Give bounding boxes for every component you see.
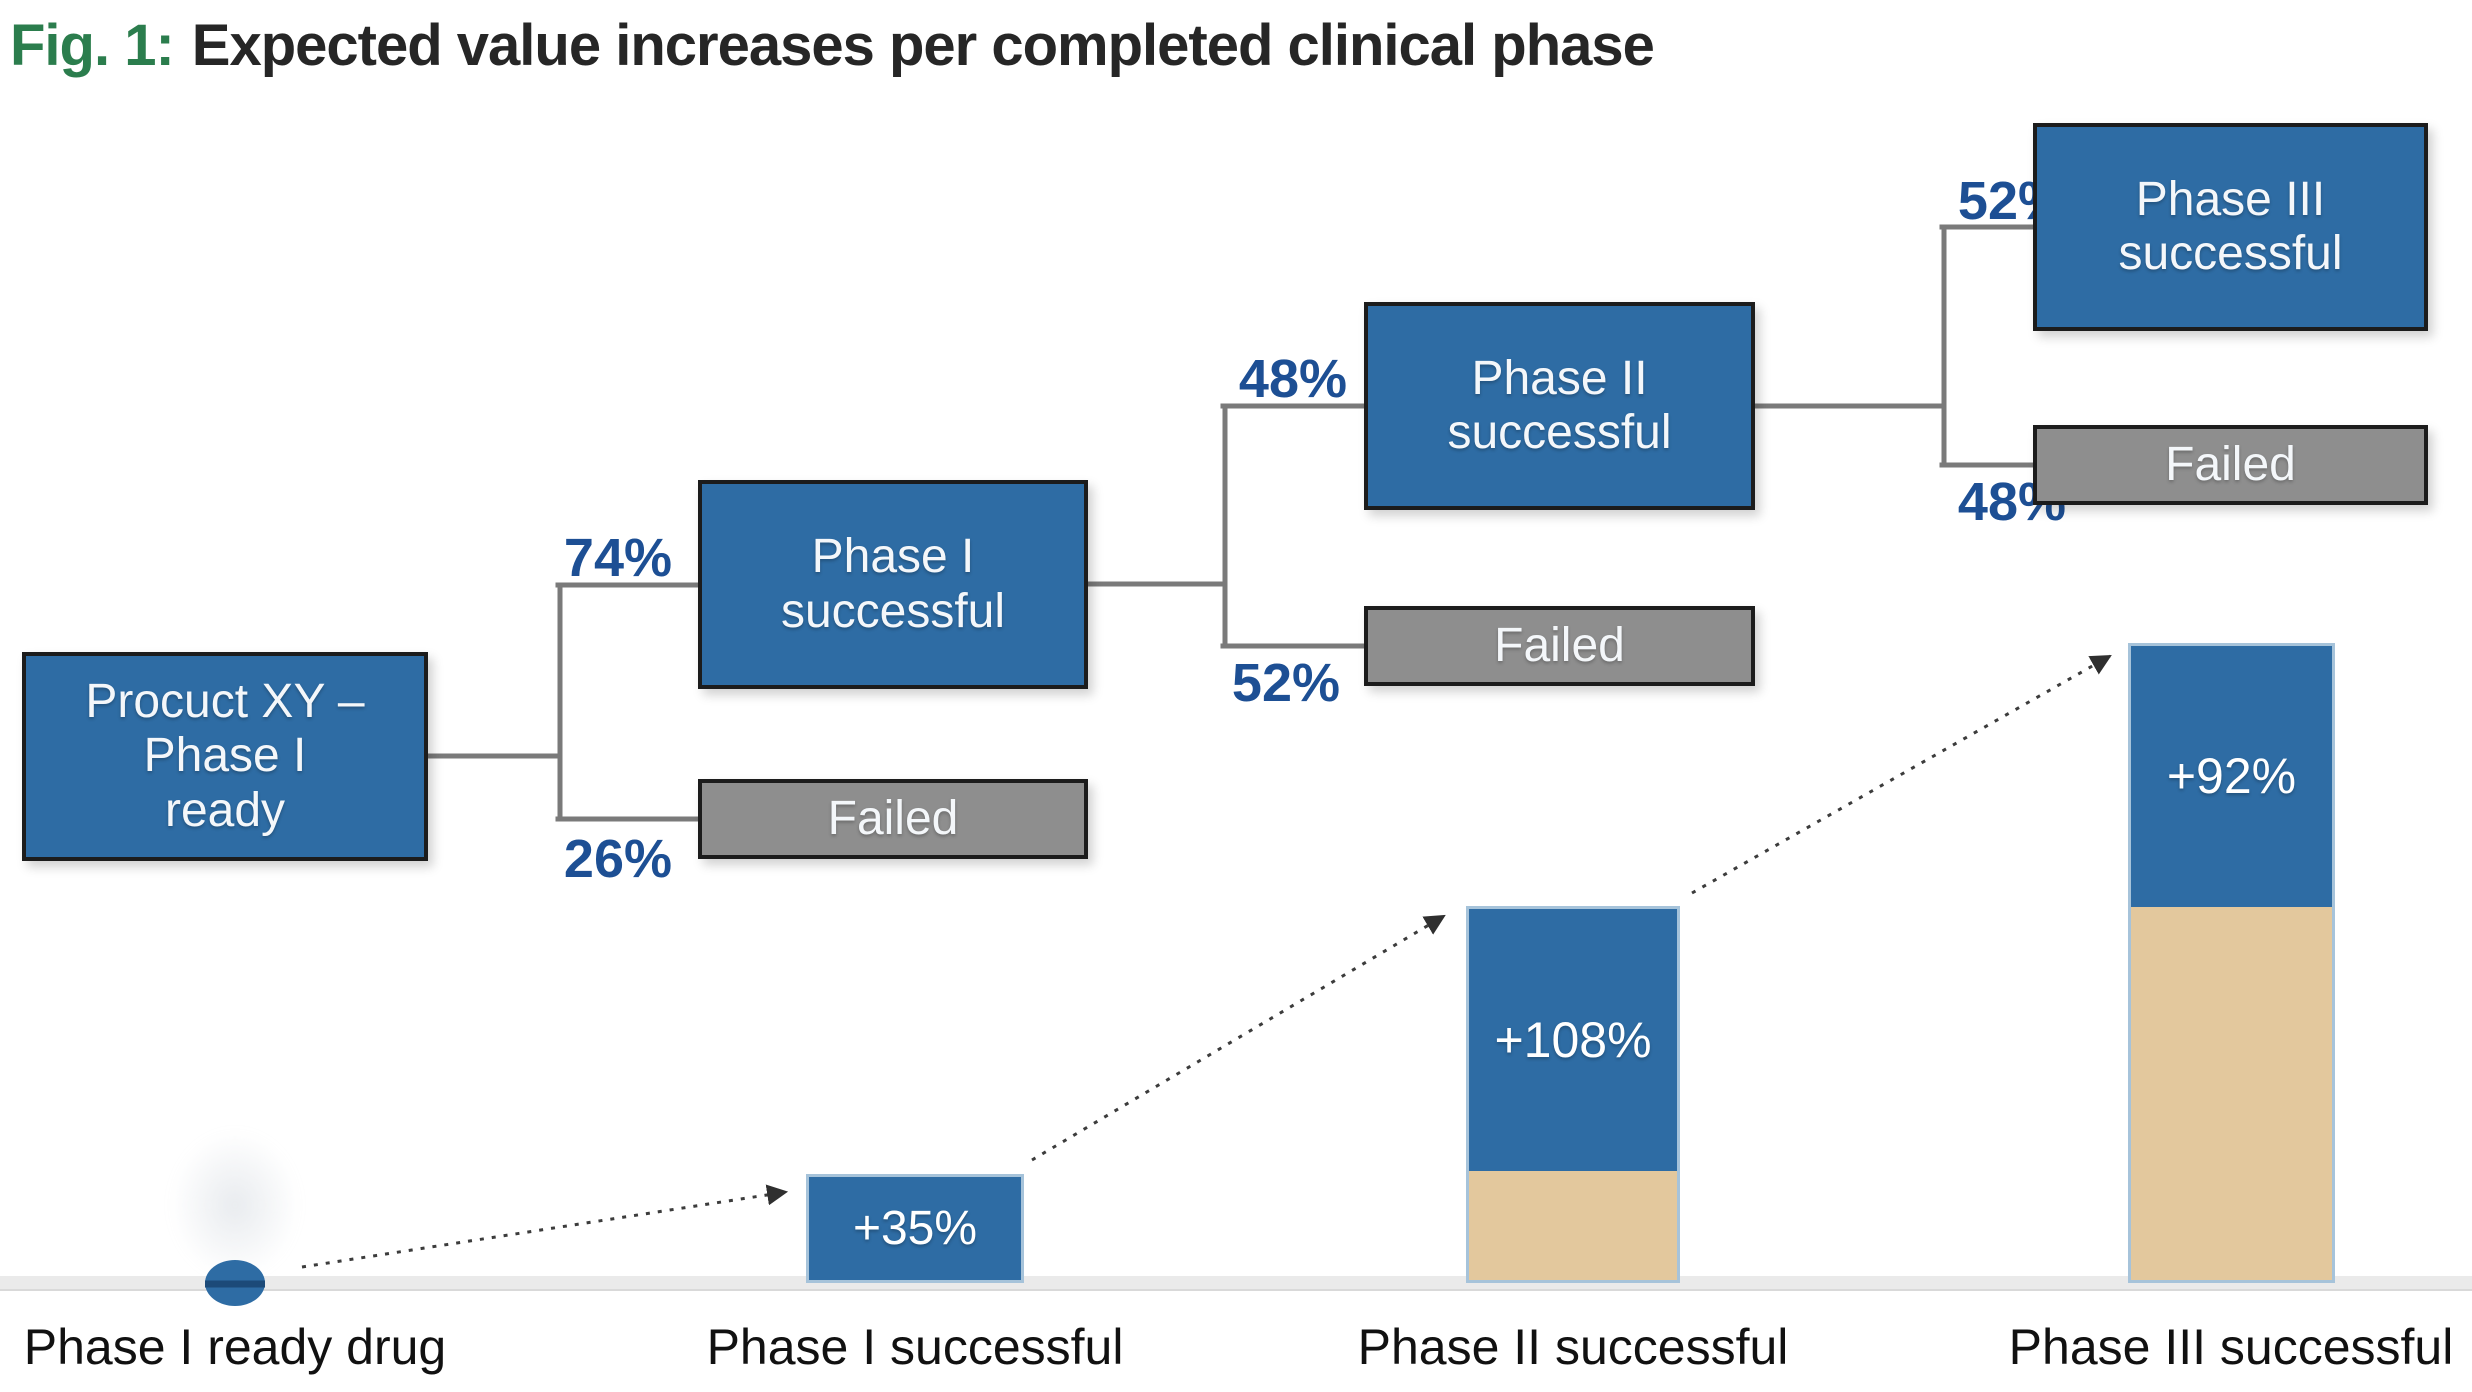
node-phase2-successful: Phase II successful xyxy=(1364,302,1755,510)
bar-value-label: +35% xyxy=(852,1202,978,1255)
prob-phase1-fail: 26% xyxy=(563,829,672,889)
node-line: Phase III xyxy=(2135,172,2326,226)
bar-phase1-successful: +35% xyxy=(806,1174,1024,1283)
node-line: successful xyxy=(780,584,1006,638)
bar-value-label: +92% xyxy=(2166,748,2297,805)
faint-smudge xyxy=(170,1130,300,1280)
node-line: ready xyxy=(164,783,286,837)
bar-segment-increase: +35% xyxy=(809,1177,1021,1280)
node-line: Failed xyxy=(2165,437,2296,491)
bar-phase3-successful: +92% xyxy=(2128,643,2335,1283)
prob-phase2-success: 48% xyxy=(1238,349,1347,409)
figure-title: Fig. 1: Expected value increases per comp… xyxy=(10,12,1655,79)
node-line: Phase I xyxy=(143,729,307,783)
node-line: Failed xyxy=(1494,618,1625,672)
chart-baseline xyxy=(0,1276,2472,1291)
bar-phase2-successful: +108% xyxy=(1466,906,1680,1283)
node-phase1-successful: Phase I successful xyxy=(698,480,1088,689)
node-product-xy-phase1-ready: Procuct XY – Phase I ready xyxy=(22,652,428,861)
growth-arrows xyxy=(301,654,2112,1269)
bar-value-label: +108% xyxy=(1494,1011,1652,1068)
node-phase3-failed: Failed xyxy=(2033,425,2428,505)
arrow-bar1-to-bar2 xyxy=(1031,914,1446,1162)
bar-segment-base xyxy=(2131,906,2332,1280)
axis-label-phase3-successful: Phase III successful xyxy=(2008,1319,2454,1375)
node-line: Phase I xyxy=(811,530,975,584)
node-line: Phase II xyxy=(1471,351,1648,405)
bar-segment-base xyxy=(1469,1170,1677,1280)
arrow-bar2-to-bar3 xyxy=(1691,654,2112,895)
node-line: Failed xyxy=(827,791,959,845)
axis-label-phase2-successful: Phase II successful xyxy=(1357,1319,1789,1375)
node-phase3-successful: Phase III successful xyxy=(2033,123,2428,331)
axis-label-phase1-ready: Phase I ready drug xyxy=(23,1319,447,1375)
node-line: Procuct XY – xyxy=(85,675,365,729)
figure-title-text: Expected value increases per completed c… xyxy=(191,13,1655,78)
node-phase1-failed: Failed xyxy=(698,779,1088,859)
bar-segment-increase: +108% xyxy=(1469,909,1677,1171)
bar-segment-increase: +92% xyxy=(2131,646,2332,907)
figure-number: Fig. 1: xyxy=(10,13,175,78)
prob-phase1-success: 74% xyxy=(563,528,672,588)
axis-label-phase1-successful: Phase I successful xyxy=(706,1319,1124,1375)
node-phase2-failed: Failed xyxy=(1364,606,1755,686)
prob-phase2-fail: 52% xyxy=(1231,653,1340,713)
tree-connectors xyxy=(425,224,2036,822)
node-line: successful xyxy=(2118,227,2343,280)
arrow-start-to-bar1 xyxy=(301,1184,789,1269)
node-line: successful xyxy=(1447,406,1672,459)
